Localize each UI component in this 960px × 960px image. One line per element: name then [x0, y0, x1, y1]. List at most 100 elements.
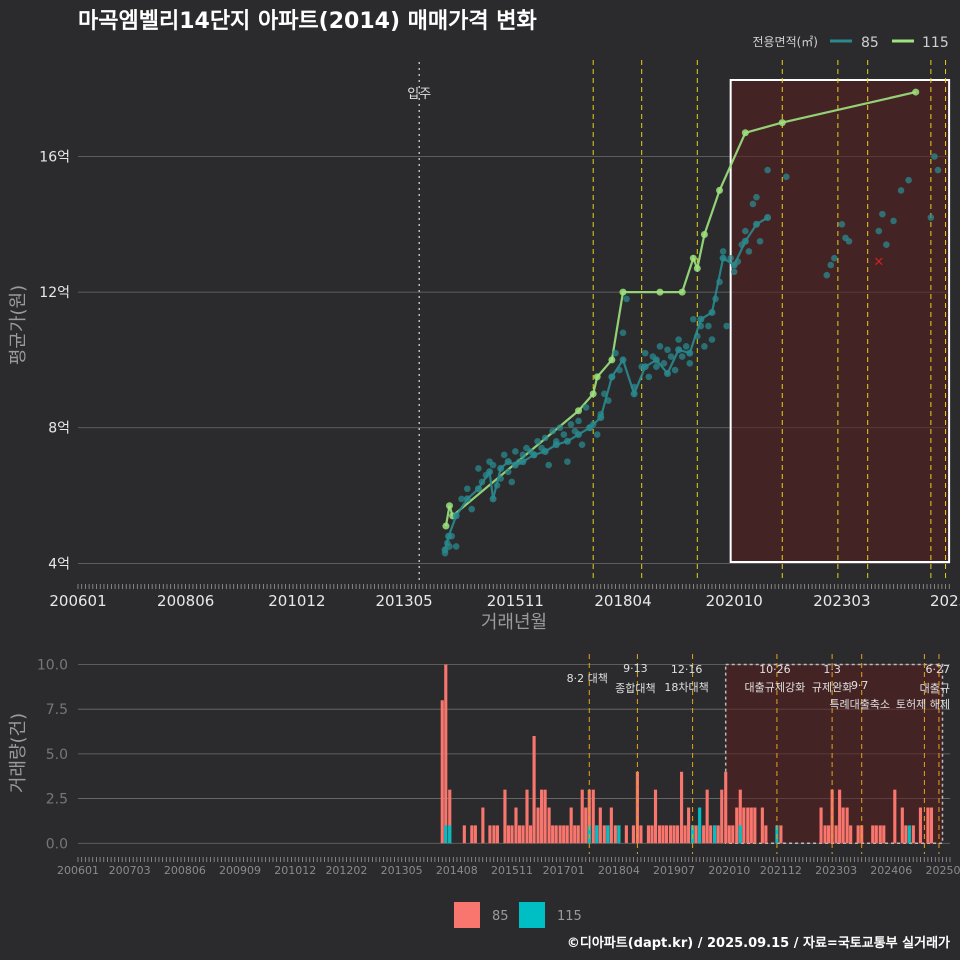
scatter-point-85: [675, 336, 682, 343]
bar-85: [900, 807, 904, 844]
series-point-85: [686, 349, 694, 357]
policy-label: 규제완화: [812, 681, 852, 694]
scatter-point-85: [534, 437, 541, 445]
bar-85: [735, 807, 739, 844]
bar-85: [657, 825, 662, 844]
bar-85: [440, 700, 444, 844]
bar-115: [713, 825, 717, 844]
scatter-point-85: [649, 353, 657, 360]
bar-85: [827, 825, 831, 844]
bar-85: [694, 825, 698, 844]
bar-85: [849, 825, 853, 844]
bar-legend-label-115: 115: [557, 909, 582, 924]
scatter-point-85: [723, 322, 730, 330]
series-point-115: [778, 119, 786, 127]
policy-label: 종합대책: [615, 682, 655, 695]
bar-legend-swatch-115: [519, 902, 545, 928]
scatter-point-85: [549, 427, 557, 435]
scatter-point-85: [538, 444, 545, 452]
bar-85: [495, 825, 500, 844]
scatter-point-85: [927, 214, 935, 221]
bar-85: [709, 825, 713, 844]
legend-label-115: 115: [922, 35, 949, 51]
scatter-point-85: [653, 363, 660, 371]
bar-85: [856, 825, 860, 844]
y-tick-label: 16억: [39, 149, 70, 165]
x-tick-label: 2025: [930, 592, 960, 610]
bar-115: [444, 825, 448, 844]
scatter-point-85: [578, 441, 586, 448]
series-point-115: [700, 230, 708, 238]
scatter-point-85: [500, 451, 508, 459]
scatter-point-85: [516, 458, 523, 465]
scatter-point-85: [519, 451, 527, 459]
bar-85: [683, 825, 687, 844]
scatter-point-85: [508, 478, 516, 486]
scatter-point-85: [686, 360, 694, 367]
scatter-point-85: [463, 485, 471, 493]
scatter-point-85: [753, 193, 760, 201]
bar-85: [668, 825, 673, 844]
scatter-point-85: [890, 217, 897, 225]
scatter-point-85: [567, 421, 575, 428]
bar-115: [698, 807, 702, 844]
scatter-point-85: [705, 322, 712, 330]
bar-x-tick-label: 202406: [870, 864, 912, 877]
policy-label: 대출규제강화: [745, 681, 806, 694]
bar-x-tick-label: 201907: [653, 864, 695, 877]
bar-85: [624, 825, 628, 844]
bar-85: [653, 789, 658, 844]
scatter-point-85: [612, 349, 619, 357]
bar-highlight-box: [724, 663, 944, 845]
bar-85: [506, 825, 511, 844]
series-point-115: [689, 254, 697, 262]
bar-85: [687, 807, 691, 844]
bar-115: [907, 825, 911, 844]
series-point-115: [912, 88, 920, 96]
scatter-point-85: [645, 373, 653, 381]
scatter-point-85: [545, 461, 553, 469]
scatter-point-85: [827, 261, 835, 269]
bar-85: [591, 789, 595, 844]
scatter-point-85: [638, 363, 645, 371]
scatter-point-85: [756, 237, 764, 245]
bar-x-tick-label: 202303: [815, 864, 857, 877]
bar-85: [871, 825, 875, 844]
scatter-point-85: [719, 248, 727, 255]
scatter-point-85: [552, 437, 560, 445]
bar-85: [503, 789, 507, 844]
bar-x-tick-label: 201012: [274, 864, 316, 877]
bar-85: [543, 789, 547, 844]
highlight-box: [729, 79, 951, 563]
bar-85: [444, 664, 448, 844]
scatter-point-85: [589, 421, 597, 428]
bar-x-tick-label: 201804: [598, 864, 640, 877]
scatter-point-85: [468, 505, 476, 513]
bar-85: [749, 807, 753, 844]
series-point-115: [575, 407, 583, 415]
series-point-85: [630, 390, 638, 398]
x-tick-label: 201511: [487, 592, 544, 610]
bar-115: [606, 825, 610, 844]
scatter-point-85: [745, 248, 753, 255]
bar-85: [528, 825, 533, 844]
bar-85: [819, 807, 823, 844]
bar-y-axis-title: 거래량(건): [8, 713, 29, 793]
bar-85: [893, 789, 897, 844]
scatter-point-85: [689, 315, 697, 323]
bar-85: [510, 825, 514, 844]
policy-label: 대출규: [920, 682, 950, 695]
bar-85: [492, 825, 496, 844]
bar-85: [580, 789, 584, 844]
scatter-point-85: [619, 329, 627, 337]
scatter-point-85: [693, 332, 701, 340]
series-point-115: [693, 264, 701, 272]
series-point-85: [563, 437, 571, 445]
x-tick-label: 202303: [813, 592, 870, 610]
scatter-point-85: [564, 458, 571, 465]
series-point-115: [656, 288, 664, 296]
bar-85: [779, 825, 783, 844]
scatter-point-85: [875, 227, 883, 235]
x-tick-label: 201305: [375, 592, 432, 610]
bar-85: [724, 771, 728, 844]
